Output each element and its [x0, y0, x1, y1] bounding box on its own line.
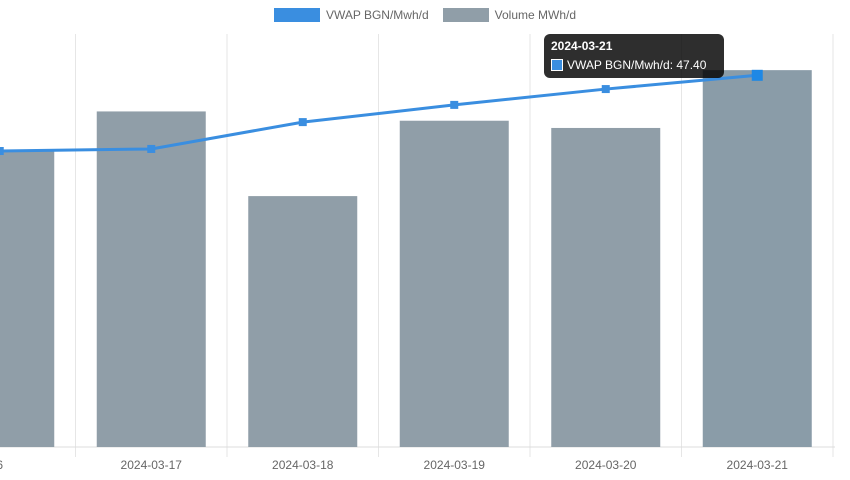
tooltip: 2024-03-21 VWAP BGN/Mwh/d: 47.40: [544, 34, 724, 78]
x-tick-label: 2024-03-17: [121, 458, 183, 472]
volume-bar: [248, 196, 358, 447]
vwap-line: [0, 73, 758, 153]
tooltip-text: VWAP BGN/Mwh/d: 47.40: [567, 58, 707, 72]
legend-item-volume[interactable]: Volume MWh/d: [442, 8, 577, 22]
vwap-point: [0, 147, 4, 156]
x-tick-label: 2024-03-19: [424, 458, 486, 472]
legend-item-vwap[interactable]: VWAP BGN/Mwh/d: [273, 8, 429, 22]
volume-bar: [0, 149, 55, 447]
volume-bar: [702, 70, 812, 447]
vwap-line-series: [0, 69, 763, 156]
legend: VWAP BGN/Mwh/d Volume MWh/d: [0, 8, 850, 22]
legend-label-volume: Volume MWh/d: [494, 8, 577, 22]
x-tick-label: 2024-03-20: [575, 458, 637, 472]
volume-bars: [0, 70, 812, 448]
volume-bar: [399, 120, 509, 447]
legend-swatch-volume: [442, 8, 489, 22]
x-tick-label: 6: [0, 458, 3, 472]
legend-swatch-vwap: [273, 8, 320, 22]
vwap-point: [147, 144, 156, 153]
vwap-point: [751, 69, 763, 81]
tooltip-swatch: [551, 59, 563, 71]
x-tick-label: 2024-03-18: [272, 458, 334, 472]
vwap-point: [601, 85, 610, 94]
volume-bar: [96, 111, 206, 447]
vwap-point: [298, 118, 307, 127]
tooltip-row: VWAP BGN/Mwh/d: 47.40: [551, 58, 717, 72]
x-tick-label: 2024-03-21: [727, 458, 789, 472]
legend-label-vwap: VWAP BGN/Mwh/d: [325, 8, 429, 22]
tooltip-title: 2024-03-21: [551, 39, 613, 53]
vwap-point: [450, 100, 459, 109]
volume-bar: [551, 127, 661, 448]
x-axis-ticks: 6 2024-03-17 2024-03-18 2024-03-19 2024-03-2…: [0, 458, 788, 472]
